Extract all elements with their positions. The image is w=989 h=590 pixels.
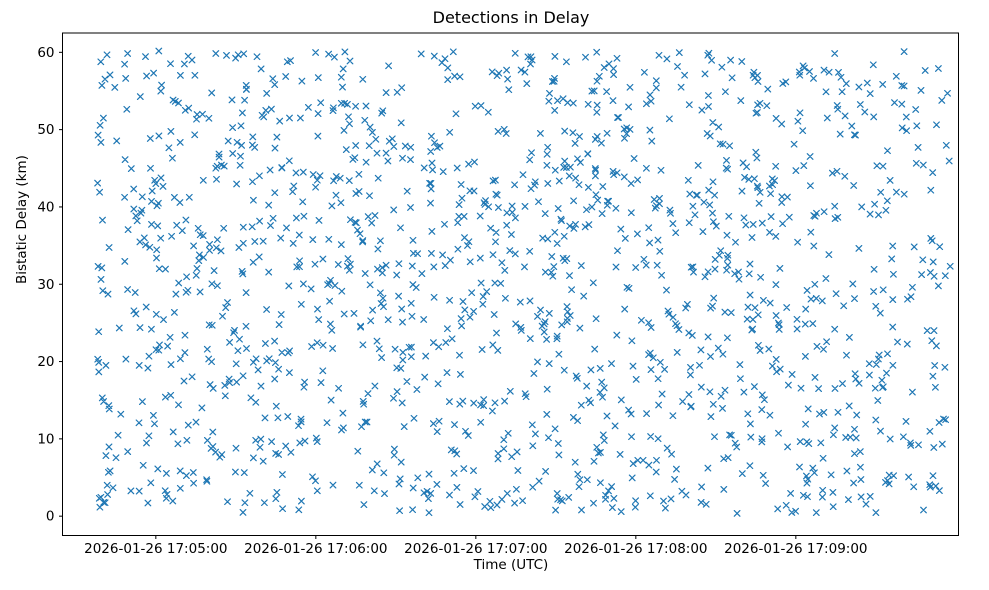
x-tick-label: 2026-01-26 17:09:00 (724, 541, 867, 557)
y-tick-label: 50 (37, 122, 54, 138)
scatter-points (94, 47, 954, 517)
x-tick-label: 2026-01-26 17:07:00 (404, 541, 547, 557)
y-tick-label: 10 (37, 431, 54, 447)
y-tick-label: 30 (37, 277, 54, 293)
y-tick-label: 60 (37, 45, 54, 61)
y-tick-label: 40 (37, 199, 54, 215)
x-tick-label: 2026-01-26 17:05:00 (84, 541, 227, 557)
y-tick-label: 0 (46, 509, 55, 525)
x-axis-label: Time (UTC) (473, 557, 549, 573)
x-tick-label: 2026-01-26 17:08:00 (564, 541, 707, 557)
x-tick-label: 2026-01-26 17:06:00 (244, 541, 387, 557)
y-tick-label: 20 (37, 354, 54, 370)
chart-title: Detections in Delay (432, 8, 590, 27)
